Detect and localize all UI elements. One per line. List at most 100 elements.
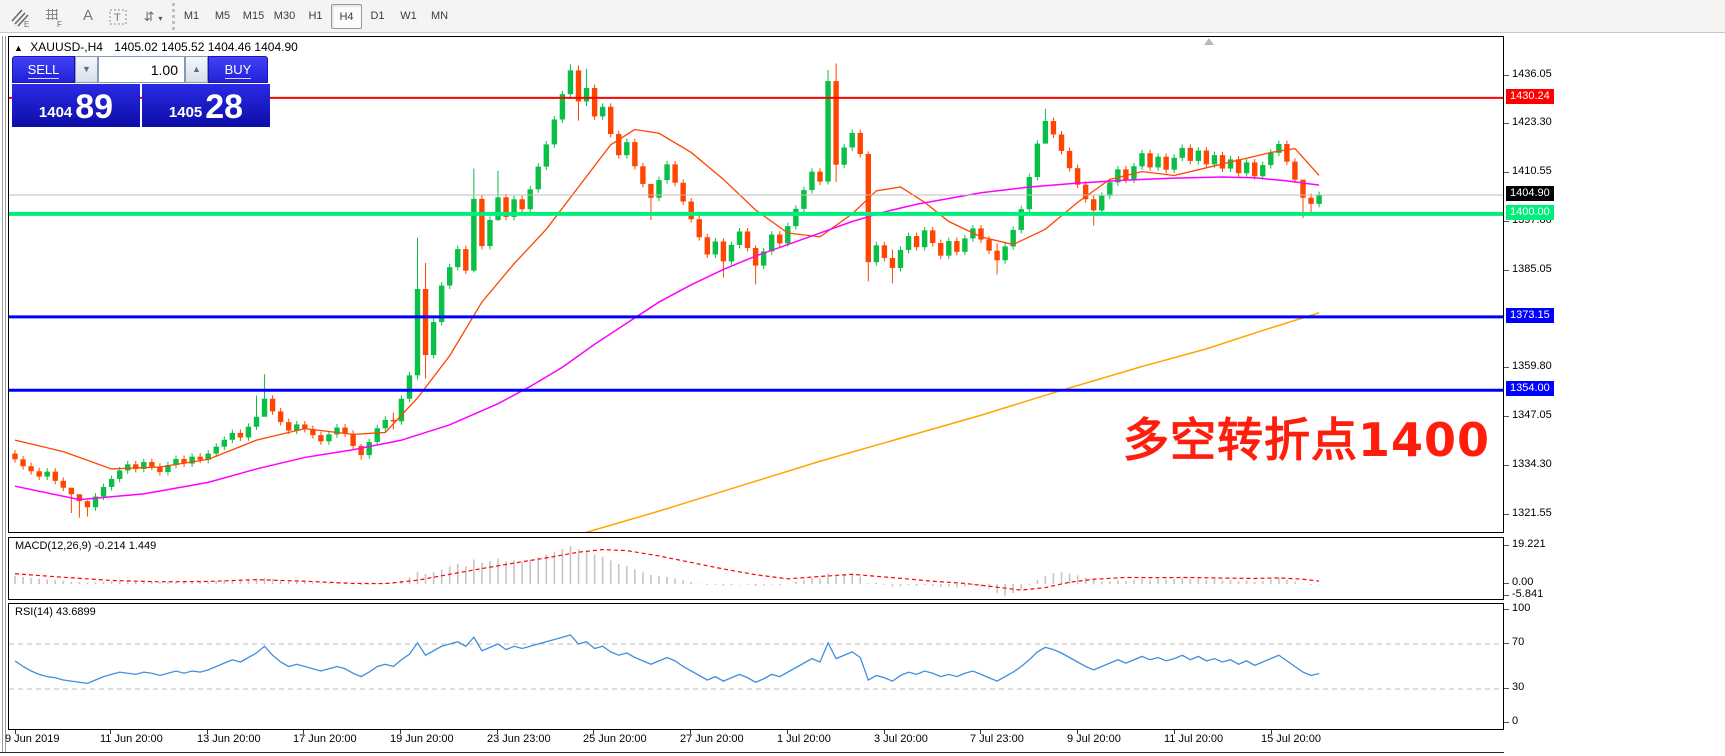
text-label-icon[interactable]: A xyxy=(82,7,93,24)
time-label-7: 27 Jun 20:00 xyxy=(680,733,744,745)
time-label-2: 13 Jun 20:00 xyxy=(197,733,261,745)
time-tick xyxy=(497,730,498,734)
price-tick-1321.55: 1321.55 xyxy=(1512,506,1552,519)
time-tick xyxy=(980,730,981,734)
macd-scale-0.00-tick xyxy=(1504,583,1509,584)
macd-label: MACD(12,26,9) -0.214 1.449 xyxy=(15,540,157,552)
svg-text:T: T xyxy=(114,12,121,24)
ask-quote[interactable]: 1405 28 xyxy=(142,84,270,127)
time-label-1: 11 Jun 20:00 xyxy=(100,733,163,745)
dropdown-caret-icon: ▾ xyxy=(158,14,163,23)
level-label-1430.24: 1430.24 xyxy=(1506,88,1554,104)
chart-symbol-header: ▲ XAUUSD-,H4 1405.02 1405.52 1404.46 140… xyxy=(14,40,298,54)
price-tick-1334.30-tick xyxy=(1504,464,1509,466)
macd-svg xyxy=(14,546,1320,596)
price-tick-1359.80-tick xyxy=(1504,367,1509,369)
timeframe-button-m30[interactable]: M30 xyxy=(273,10,296,22)
window-edge-line xyxy=(5,36,6,752)
price-tick-1410.55: 1410.55 xyxy=(1512,165,1552,178)
chart-style-icon[interactable]: E xyxy=(6,4,34,29)
price-tick-1359.80: 1359.80 xyxy=(1512,360,1552,373)
buy-button[interactable]: BUY xyxy=(208,56,268,83)
symbol-triangle-icon: ▲ xyxy=(14,43,23,53)
svg-text:E: E xyxy=(24,20,29,28)
macd-panel[interactable]: MACD(12,26,9) -0.214 1.449 xyxy=(8,537,1504,600)
symbol-ohlc-readout: 1405.02 1405.52 1404.46 1404.90 xyxy=(114,40,298,54)
rsi-panel[interactable]: RSI(14) 43.6899 xyxy=(8,603,1504,730)
time-label-12: 11 Jul 20:00 xyxy=(1164,733,1224,745)
grid-icon[interactable]: F xyxy=(40,4,68,29)
macd-scale-19.221: 19.221 xyxy=(1512,538,1546,550)
time-tick xyxy=(303,730,304,734)
price-tick-1385.05: 1385.05 xyxy=(1512,263,1552,276)
volume-up-button[interactable]: ▲ xyxy=(185,56,208,83)
time-label-5: 23 Jun 23:00 xyxy=(487,733,551,745)
one-click-trade-panel: SELL ▼ ▲ BUY 1404 89 1405 28 xyxy=(12,56,270,127)
bid-quote[interactable]: 1404 89 xyxy=(12,84,140,127)
chart-style-glyph: E xyxy=(11,9,29,28)
time-label-6: 25 Jun 20:00 xyxy=(583,733,647,745)
text-box-icon[interactable]: T xyxy=(104,4,132,29)
timeframe-button-m15[interactable]: M15 xyxy=(242,10,265,22)
level-label-1354.00: 1354.00 xyxy=(1506,381,1554,397)
rsi-scale-0-tick xyxy=(1504,721,1509,723)
timeframe-button-w1[interactable]: W1 xyxy=(400,10,417,22)
bid-prefix: 1404 xyxy=(38,104,73,121)
grid-glyph: F xyxy=(46,9,62,28)
time-label-8: 1 Jul 20:00 xyxy=(777,733,831,745)
time-tick xyxy=(207,730,208,734)
rsi-scale-0: 0 xyxy=(1512,714,1519,727)
rsi-svg xyxy=(9,634,1503,690)
timeframe-button-mn[interactable]: MN xyxy=(430,10,449,22)
chart-text-annotation: 多空转折点1400 xyxy=(1123,413,1491,467)
sell-button[interactable]: SELL xyxy=(12,56,75,83)
autoscroll-marker-icon[interactable] xyxy=(1204,38,1214,45)
macd-scale--5.841: -5.841 xyxy=(1512,587,1544,600)
level-label-1400.00: 1400.00 xyxy=(1506,204,1554,220)
cycle-arrows-icon[interactable]: ⇵ ▾ xyxy=(136,4,170,29)
rsi-scale-70: 70 xyxy=(1512,636,1525,648)
rsi-scale-30: 30 xyxy=(1512,681,1525,693)
time-tick xyxy=(1077,730,1078,734)
timeframe-button-h1[interactable]: H1 xyxy=(308,10,323,22)
bottom-splitter[interactable] xyxy=(0,752,1504,753)
timeframe-button-h4[interactable]: H4 xyxy=(331,4,362,29)
price-tick-1347.05-tick xyxy=(1504,415,1509,417)
bid-big-digits: 89 xyxy=(75,88,114,126)
rsi-scale-70-tick xyxy=(1504,643,1509,644)
rsi-scale-30-tick xyxy=(1504,688,1509,689)
time-tick xyxy=(15,730,16,734)
ask-big-digits: 28 xyxy=(205,88,244,126)
time-label-13: 15 Jul 20:00 xyxy=(1261,733,1321,745)
time-tick xyxy=(400,730,401,734)
volume-down-button[interactable]: ▼ xyxy=(75,56,98,83)
level-label-1373.15: 1373.15 xyxy=(1506,307,1554,323)
time-label-4: 19 Jun 20:00 xyxy=(390,733,454,745)
volume-input[interactable] xyxy=(98,56,185,83)
time-label-10: 7 Jul 23:00 xyxy=(970,733,1024,745)
timeframe-button-d1[interactable]: D1 xyxy=(370,10,385,22)
time-label-11: 9 Jul 20:00 xyxy=(1067,733,1121,745)
svg-text:F: F xyxy=(57,20,62,28)
timeframe-button-m5[interactable]: M5 xyxy=(214,10,231,22)
time-tick xyxy=(1271,730,1272,734)
toolbar-separator[interactable] xyxy=(172,3,177,30)
ask-prefix: 1405 xyxy=(168,104,203,121)
cycle-arrows-glyph: ⇵ xyxy=(143,9,155,24)
timeframe-button-m1[interactable]: M1 xyxy=(183,10,200,22)
price-tick-1397.80-tick xyxy=(1504,221,1509,223)
rsi-scale-100: 100 xyxy=(1512,602,1531,615)
macd-scale--5.841-tick xyxy=(1504,594,1509,596)
time-label-3: 17 Jun 20:00 xyxy=(293,733,357,745)
toolbar: E F A T ⇵ ▾ M1 M5 M15 M30 H1 H4 D1 W xyxy=(0,0,1725,33)
symbol-name: XAUUSD-,H4 xyxy=(30,40,103,54)
price-tick-1436.05-tick xyxy=(1504,74,1509,76)
window-edge-line xyxy=(2,36,3,752)
price-tick-1423.30: 1423.30 xyxy=(1512,116,1552,129)
time-tick xyxy=(110,730,111,734)
text-box-glyph: T xyxy=(109,9,127,25)
price-tick-1347.05: 1347.05 xyxy=(1512,408,1552,421)
candles-svg xyxy=(9,63,1503,532)
time-tick xyxy=(787,730,788,734)
